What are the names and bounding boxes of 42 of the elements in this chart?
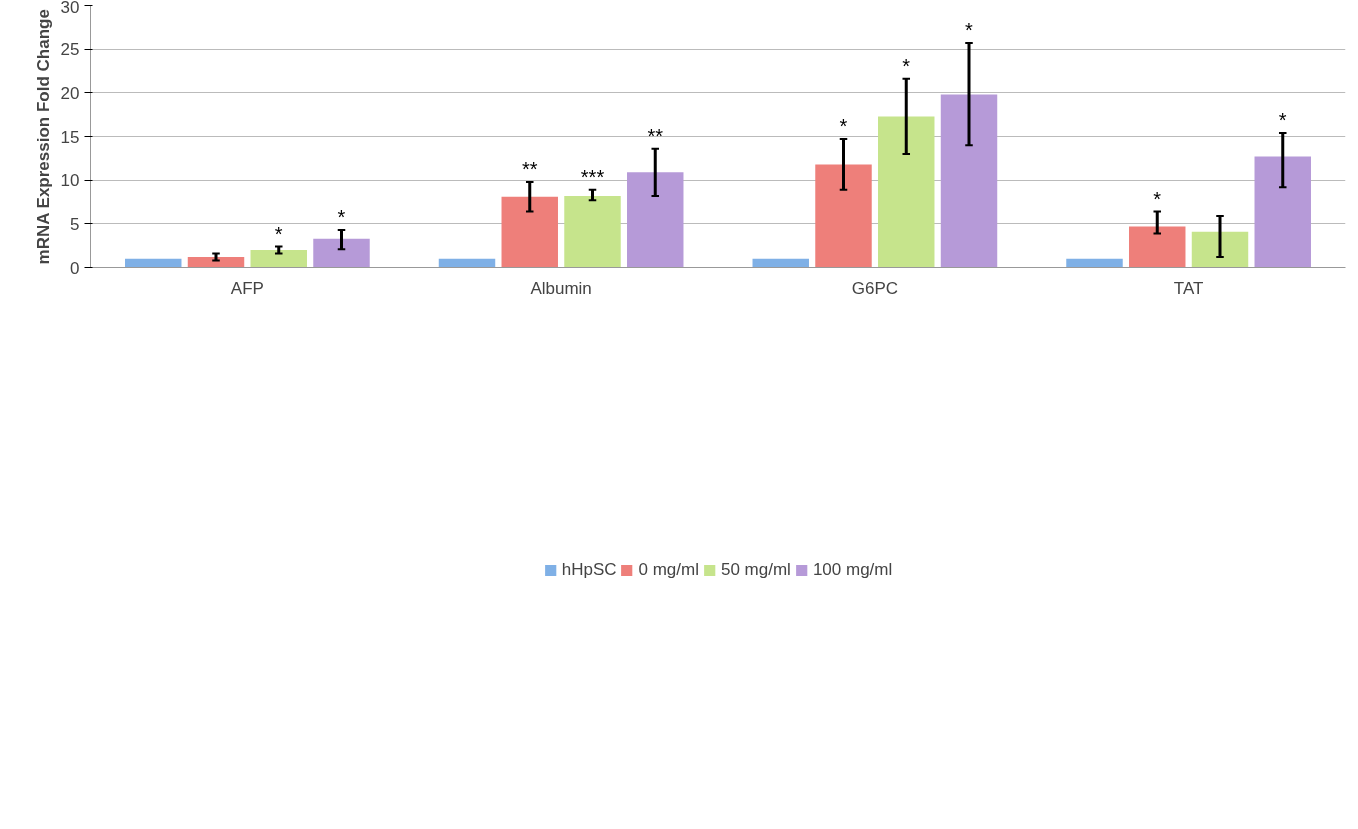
legend-label: 100 mg/ml [812, 560, 893, 580]
data-label: * [839, 115, 848, 138]
bar [1254, 156, 1311, 268]
data-label: *** [580, 165, 605, 188]
x-tick-label: G6PC [851, 278, 899, 298]
data-label: ** [647, 124, 664, 147]
bar [313, 238, 370, 268]
data-label: * [965, 19, 974, 42]
data-label: ** [521, 157, 538, 180]
y-tick-label: 10 [60, 171, 80, 191]
bar [250, 250, 307, 268]
legend-label: 0 mg/ml [638, 560, 699, 580]
bar [187, 257, 245, 268]
y-tick-label: 25 [60, 40, 80, 60]
y-tick-label: 20 [60, 83, 80, 103]
legend-label: hHpSC [561, 560, 617, 580]
y-axis-title: mRNA Expression Fold Change [33, 9, 53, 265]
y-tick-label: 5 [70, 214, 80, 234]
bar [501, 196, 558, 268]
data-label: * [337, 205, 346, 228]
bar [438, 258, 496, 268]
x-tick-label: Albumin [530, 278, 592, 298]
data-label: * [902, 54, 911, 77]
bar [815, 164, 872, 268]
bar [1129, 226, 1186, 268]
data-label: * [1153, 187, 1162, 210]
y-tick-label: 0 [70, 258, 80, 278]
bar [752, 258, 809, 268]
bar [878, 116, 935, 268]
x-tick-label: AFP [230, 278, 264, 298]
y-tick-label: 15 [60, 127, 80, 147]
x-tick-label: TAT [1173, 278, 1204, 298]
bar [627, 172, 684, 268]
data-label: * [274, 222, 283, 245]
bar [940, 94, 998, 268]
legend-label: 50 mg/ml [720, 560, 791, 580]
bar [1066, 258, 1123, 268]
y-tick-label: 30 [60, 0, 80, 17]
bar [564, 195, 621, 268]
bar [125, 258, 182, 268]
bar [1191, 231, 1249, 268]
data-label: * [1278, 109, 1287, 132]
